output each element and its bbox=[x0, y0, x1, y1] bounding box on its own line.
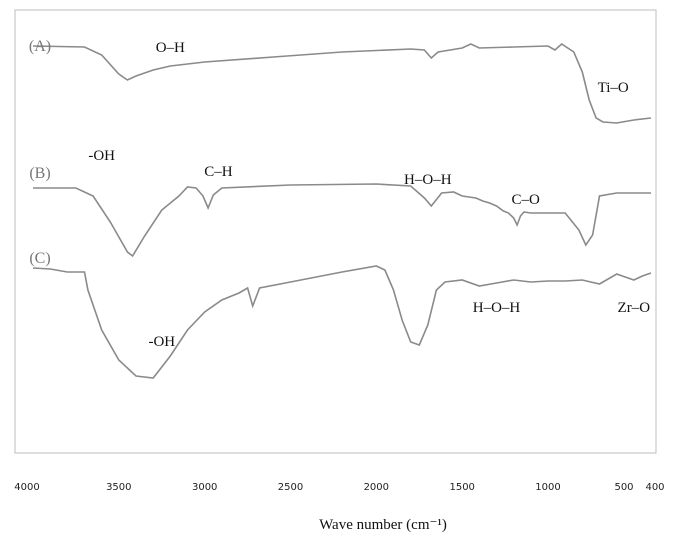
x-axis-label: Wave number (cm⁻¹) bbox=[319, 517, 447, 533]
x-tick-label-500: 500 bbox=[614, 482, 633, 493]
x-tick-label-400: 400 bbox=[645, 482, 664, 493]
trace-label-2: (B) bbox=[29, 165, 50, 182]
x-tick-label-2500: 2500 bbox=[278, 482, 303, 493]
annotation-3-3: Zr–O bbox=[618, 300, 651, 316]
x-tick-label-2000: 2000 bbox=[364, 482, 389, 493]
x-tick-label-3500: 3500 bbox=[106, 482, 131, 493]
x-axis-ticks: 4000 3500 3000 2500 2000 1500 1000 500 400 bbox=[14, 482, 664, 493]
annotation-1-2: Ti–O bbox=[598, 80, 629, 96]
spectrum-line-3 bbox=[32, 265, 652, 379]
annotation-3-2: H–O–H bbox=[473, 300, 521, 316]
annotation-2-4: C–O bbox=[512, 192, 541, 208]
x-tick-label-1500: 1500 bbox=[449, 482, 474, 493]
annotation-2-1: -OH bbox=[88, 148, 115, 164]
annotation-3-1: -OH bbox=[148, 334, 175, 350]
annotation-layer: O–H Ti–O -OH C–H H–O–H C–O -OH H–O–H Zr–O bbox=[88, 40, 650, 350]
trace-label-3: (C) bbox=[29, 250, 50, 267]
spectrum-line-1 bbox=[32, 42, 652, 124]
x-tick-label-3000: 3000 bbox=[192, 482, 217, 493]
annotation-2-3: H–O–H bbox=[404, 172, 452, 188]
annotation-1-1: O–H bbox=[156, 40, 185, 56]
series-layer: (A) (B) (C) bbox=[29, 38, 652, 379]
spectrum-line-2 bbox=[33, 183, 651, 258]
annotation-2-2: C–H bbox=[204, 164, 233, 180]
x-tick-label-1000: 1000 bbox=[535, 482, 560, 493]
trace-label-1: (A) bbox=[29, 38, 51, 55]
plot-frame bbox=[14, 9, 657, 454]
x-tick-label-4000: 4000 bbox=[14, 482, 39, 493]
